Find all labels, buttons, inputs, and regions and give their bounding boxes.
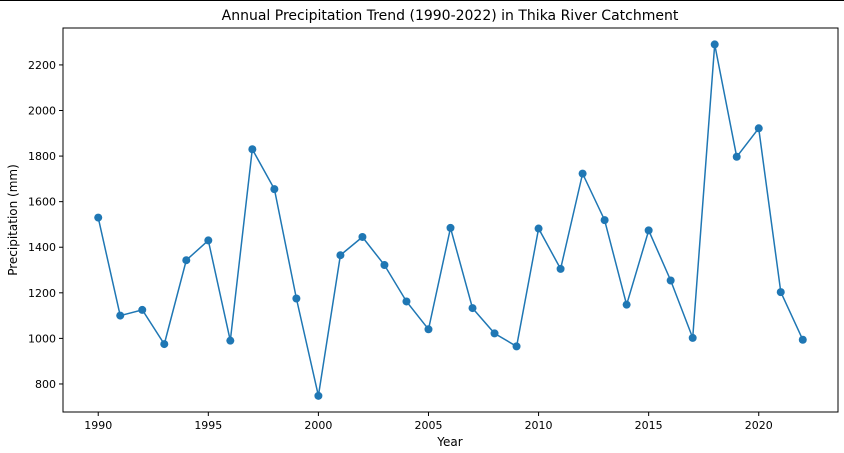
data-point: [754, 124, 763, 133]
data-point: [490, 329, 499, 338]
data-point: [380, 261, 389, 270]
y-tick-label: 1000: [28, 332, 56, 345]
data-point: [204, 236, 213, 245]
x-axis-label: Year: [436, 435, 462, 449]
data-point: [776, 288, 785, 297]
data-point: [138, 305, 147, 314]
x-axis-ticks: 1990 1995 2000 2005 2010 2015 2020: [84, 412, 773, 432]
y-axis-label: Precipitation (mm): [6, 164, 20, 276]
x-tick-label: 1990: [84, 419, 112, 432]
data-point: [798, 335, 807, 344]
x-tick-label: 2005: [414, 419, 442, 432]
chart-title: Annual Precipitation Trend (1990-2022) i…: [222, 8, 679, 24]
data-point: [666, 276, 675, 285]
data-point: [446, 223, 455, 232]
data-point: [402, 297, 411, 306]
x-tick-label: 1995: [194, 419, 222, 432]
data-point: [622, 300, 631, 309]
y-tick-label: 800: [35, 378, 56, 391]
series-markers: [94, 40, 807, 400]
x-tick-label: 2020: [745, 419, 773, 432]
y-axis-ticks: 800 1000 1200 1400 1600 1800 2000 2200: [28, 59, 63, 391]
data-point: [182, 256, 191, 265]
series-line: [97, 44, 804, 396]
data-point: [644, 226, 653, 235]
y-tick-label: 2000: [28, 104, 56, 117]
y-tick-label: 1800: [28, 150, 56, 163]
data-point: [336, 251, 345, 260]
data-point: [688, 333, 697, 342]
y-tick-label: 1200: [28, 287, 56, 300]
data-point: [732, 152, 741, 161]
y-tick-label: 2200: [28, 59, 56, 72]
data-point: [314, 391, 323, 400]
data-point: [556, 264, 565, 273]
data-point: [94, 213, 103, 222]
data-point: [710, 40, 719, 49]
plot-area-frame: [62, 27, 839, 413]
data-point: [226, 336, 235, 345]
data-point: [468, 304, 477, 313]
data-point: [116, 311, 125, 320]
data-point: [424, 325, 433, 334]
data-point: [358, 232, 367, 241]
data-point: [248, 145, 257, 154]
data-point: [600, 216, 609, 225]
data-point: [512, 342, 521, 351]
top-border: [0, 0, 844, 1]
data-point: [270, 185, 279, 194]
data-point: [534, 224, 543, 233]
data-point: [578, 169, 587, 178]
data-point: [292, 294, 301, 303]
x-tick-label: 2000: [304, 419, 332, 432]
x-tick-label: 2015: [635, 419, 663, 432]
y-tick-label: 1400: [28, 241, 56, 254]
x-tick-label: 2010: [525, 419, 553, 432]
data-point: [160, 340, 169, 349]
y-tick-label: 1600: [28, 196, 56, 209]
